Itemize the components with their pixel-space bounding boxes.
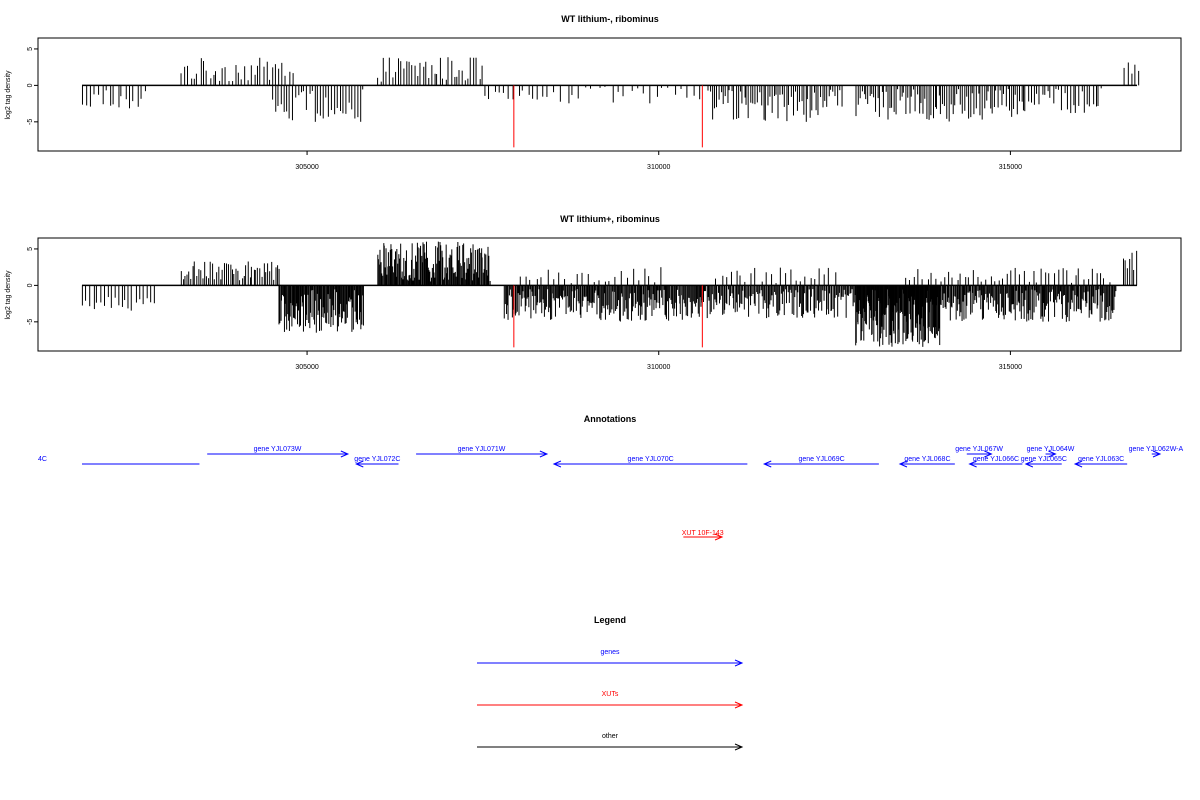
legend: Legend genes XUTs other bbox=[477, 615, 744, 751]
gene-feature: gene YJL071W bbox=[416, 446, 549, 458]
bar-group bbox=[81, 241, 1138, 348]
gene-label: gene YJL070C bbox=[628, 456, 674, 463]
x-tick-label: 315000 bbox=[999, 364, 1022, 371]
gene-label: gene YJL062W-A bbox=[1129, 446, 1184, 453]
xut-feature: XUT 10F-143 bbox=[682, 530, 724, 541]
y-axis-label: log2 tag density bbox=[5, 70, 12, 120]
gene-label: gene YJL063C bbox=[1078, 456, 1124, 463]
density-panel-lithium-plus: WT lithium+, ribominus log2 tag density … bbox=[5, 214, 1182, 371]
legend-item: genes bbox=[477, 649, 744, 667]
legend-label: XUTs bbox=[602, 691, 619, 698]
gene-feature: gene YJL064W bbox=[1027, 446, 1075, 458]
gene-feature: gene YJL070C bbox=[552, 456, 748, 468]
annotations-title: Annotations bbox=[584, 414, 637, 424]
y-axis-label: log2 tag density bbox=[5, 270, 12, 320]
arrowhead bbox=[984, 450, 993, 458]
panel-title: WT lithium+, ribominus bbox=[560, 214, 660, 224]
legend-label: other bbox=[602, 733, 619, 740]
xut-label: XUT 10F-143 bbox=[682, 530, 724, 537]
x-tick-label: 310000 bbox=[647, 364, 670, 371]
gene-feature: gene YJL073W bbox=[207, 446, 350, 458]
annotations-track: Annotations 4C gene YJL073W gene YJL072C ge… bbox=[38, 414, 1184, 541]
gene-feature: gene YJL066C bbox=[968, 456, 1023, 468]
legend-arrowhead bbox=[734, 701, 744, 709]
gene-features: 4C gene YJL073W gene YJL072C gene YJL071W ge… bbox=[38, 446, 1184, 468]
gene-label: gene YJL066C bbox=[973, 456, 1019, 463]
gene-feature: gene YJL072C bbox=[354, 456, 400, 468]
arrowhead bbox=[1024, 460, 1034, 468]
x-tick-label: 315000 bbox=[999, 164, 1022, 171]
gene-feature: gene YJL068C bbox=[898, 456, 955, 468]
arrowhead bbox=[714, 533, 724, 541]
gene-label: gene YJL068C bbox=[904, 456, 950, 463]
gene-label: gene YJL064W bbox=[1027, 446, 1075, 453]
gene-feature: gene YJL065C bbox=[1021, 456, 1067, 468]
legend-arrowhead bbox=[734, 743, 744, 751]
arrowhead bbox=[1152, 450, 1162, 458]
y-tick-label: 0 bbox=[27, 83, 34, 87]
gene-feature: gene YJL067W bbox=[955, 446, 1003, 458]
y-tick-label: 5 bbox=[27, 47, 34, 51]
legend-label: genes bbox=[600, 649, 620, 656]
legend-items: genes XUTs other bbox=[477, 649, 744, 751]
legend-arrowhead bbox=[734, 659, 744, 667]
gene-feature: 4C bbox=[38, 456, 200, 465]
legend-item: XUTs bbox=[477, 691, 744, 709]
y-tick-label: 5 bbox=[27, 247, 34, 251]
gene-label: gene YJL072C bbox=[354, 456, 400, 463]
arrowhead bbox=[355, 460, 364, 468]
arrowhead bbox=[340, 450, 350, 458]
gene-label: gene YJL067W bbox=[955, 446, 1003, 453]
gene-label: gene YJL073W bbox=[254, 446, 302, 453]
arrowhead bbox=[1048, 450, 1057, 458]
plot-frame bbox=[37, 37, 1182, 152]
gene-label: gene YJL065C bbox=[1021, 456, 1067, 463]
x-tick-label: 310000 bbox=[647, 164, 670, 171]
arrowhead bbox=[968, 460, 977, 468]
arrowhead bbox=[898, 460, 908, 468]
legend-title: Legend bbox=[594, 615, 626, 625]
bar-group bbox=[81, 57, 1140, 148]
panel-title: WT lithium-, ribominus bbox=[561, 14, 659, 24]
gene-label: gene YJL071W bbox=[458, 446, 506, 453]
gene-feature: gene YJL062W-A bbox=[1129, 446, 1184, 458]
y-tick-label: -5 bbox=[27, 119, 34, 125]
arrowhead bbox=[762, 460, 772, 468]
arrowhead bbox=[539, 450, 549, 458]
y-tick-label: -5 bbox=[27, 319, 34, 325]
y-tick-label: 0 bbox=[27, 283, 34, 287]
arrowhead bbox=[552, 460, 562, 468]
gene-label: gene YJL069C bbox=[798, 456, 844, 463]
gene-label: 4C bbox=[38, 456, 47, 463]
x-tick-label: 305000 bbox=[295, 164, 318, 171]
gene-feature: gene YJL063C bbox=[1073, 456, 1128, 468]
xut-features: XUT 10F-143 bbox=[682, 530, 724, 541]
density-panel-lithium-minus: WT lithium-, ribominus log2 tag density … bbox=[5, 14, 1182, 171]
legend-item: other bbox=[477, 733, 744, 751]
arrowhead bbox=[1073, 460, 1083, 468]
axes: 305000 310000 315000 5 0 -5 bbox=[27, 47, 1022, 171]
plot-frame bbox=[37, 237, 1182, 352]
gene-feature: gene YJL069C bbox=[762, 456, 879, 468]
x-tick-label: 305000 bbox=[295, 364, 318, 371]
axes: 305000 310000 315000 5 0 -5 bbox=[27, 247, 1022, 371]
